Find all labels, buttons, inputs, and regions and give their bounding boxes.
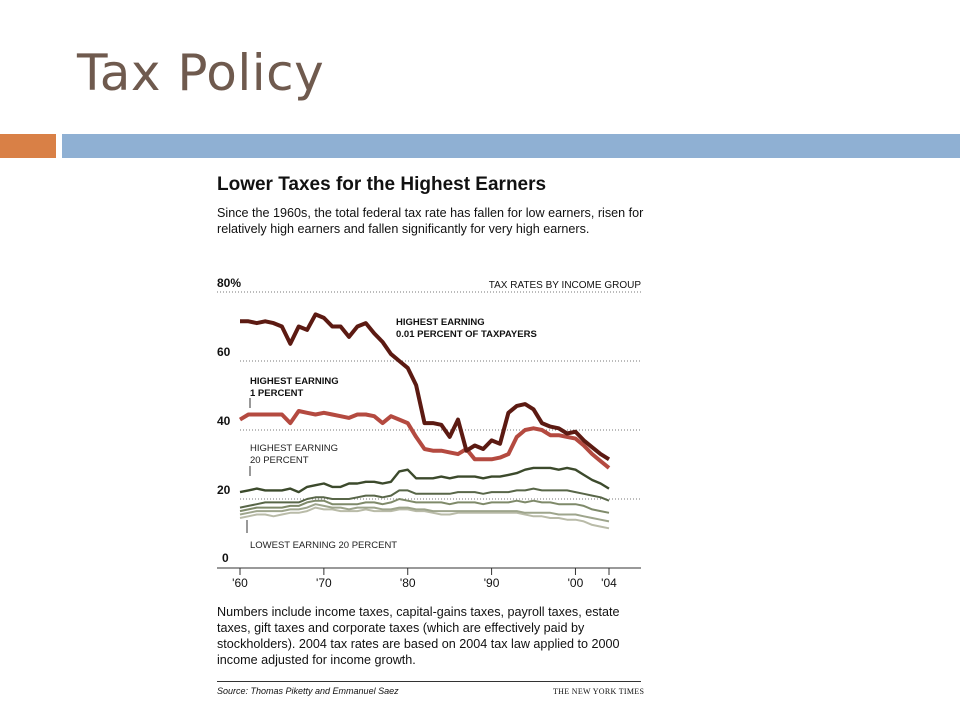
- x-tick-label: '90: [484, 576, 500, 590]
- series-line: [239, 506, 610, 530]
- y-tick-label: 0: [222, 551, 229, 565]
- y-tick-label: 20: [217, 483, 231, 497]
- accent-bar-blue: [62, 134, 960, 158]
- publisher-logo: THE NEW YORK TIMES: [553, 687, 645, 696]
- y-tick-label: 80%: [217, 276, 241, 290]
- slide-title: Tax Policy: [77, 44, 325, 102]
- x-tick-label: '70: [316, 576, 332, 590]
- chart-subtitle: Since the 1960s, the total federal tax r…: [217, 206, 644, 236]
- accent-bar-orange: [0, 134, 56, 158]
- source-divider: [217, 681, 641, 682]
- chart-title: Lower Taxes for the Highest Earners: [217, 174, 547, 195]
- y-tick-label: 40: [217, 414, 231, 428]
- series-annotation: HIGHEST EARNING: [250, 376, 339, 387]
- series-annotation: 1 PERCENT: [250, 388, 304, 399]
- series-line: [239, 487, 610, 509]
- series-line: [239, 466, 610, 494]
- y-tick-label: 60: [217, 345, 231, 359]
- series-line: [238, 409, 611, 470]
- x-tick-label: '00: [568, 576, 584, 590]
- chart-header-label: TAX RATES BY INCOME GROUP: [489, 280, 642, 291]
- chart-source: Source: Thomas Piketty and Emmanuel Saez: [217, 686, 399, 696]
- series-line: [239, 498, 610, 514]
- x-tick-label: '60: [232, 576, 248, 590]
- series-annotation: 0.01 PERCENT OF TAXPAYERS: [396, 329, 537, 340]
- x-tick-label: '04: [601, 576, 617, 590]
- series-line: [240, 312, 611, 462]
- x-tick-label: '80: [400, 576, 416, 590]
- series-annotation: LOWEST EARNING 20 PERCENT: [250, 540, 397, 551]
- series-annotation: 20 PERCENT: [250, 455, 309, 466]
- series-line: [239, 503, 610, 523]
- series-annotation: HIGHEST EARNING: [250, 443, 338, 454]
- chart-footnote: Numbers include income taxes, capital-ga…: [217, 605, 620, 667]
- series-annotation: HIGHEST EARNING: [396, 317, 485, 328]
